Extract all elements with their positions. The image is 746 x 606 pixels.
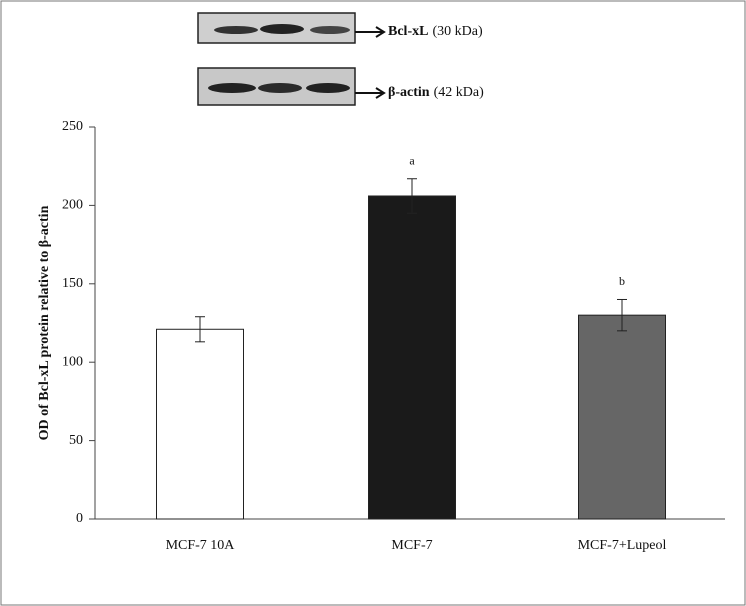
x-tick-label: MCF-7+Lupeol xyxy=(578,538,667,553)
y-tick-label: 200 xyxy=(62,198,83,213)
error-bar xyxy=(617,298,627,332)
blot-name: β-actin xyxy=(388,85,430,100)
blot-name: Bcl-xL xyxy=(388,24,428,39)
bar xyxy=(156,328,244,520)
blot-size: (30 kDa) xyxy=(432,24,482,39)
y-tick-label: 50 xyxy=(69,433,83,448)
error-bar xyxy=(407,178,417,214)
y-tick-label: 150 xyxy=(62,276,83,291)
blot-size: (42 kDa) xyxy=(434,85,484,100)
x-tick-label: MCF-7 10A xyxy=(166,538,236,553)
x-tick-label: MCF-7 xyxy=(391,538,432,553)
y-axis-label: OD of Bcl-xL protein relative to β-actin xyxy=(37,205,52,440)
y-tick-label: 0 xyxy=(76,511,83,526)
y-tick-label: 100 xyxy=(62,354,83,369)
bar xyxy=(368,195,456,520)
blot-label: β-actin (42 kDa) xyxy=(388,85,484,100)
bar xyxy=(578,314,666,520)
blot-label: Bcl-xL (30 kDa) xyxy=(388,24,483,39)
annotation: b xyxy=(619,274,625,288)
annotation: a xyxy=(409,153,415,167)
y-tick-label: 250 xyxy=(62,119,83,134)
blot-images xyxy=(197,12,386,106)
error-bar xyxy=(195,316,205,343)
